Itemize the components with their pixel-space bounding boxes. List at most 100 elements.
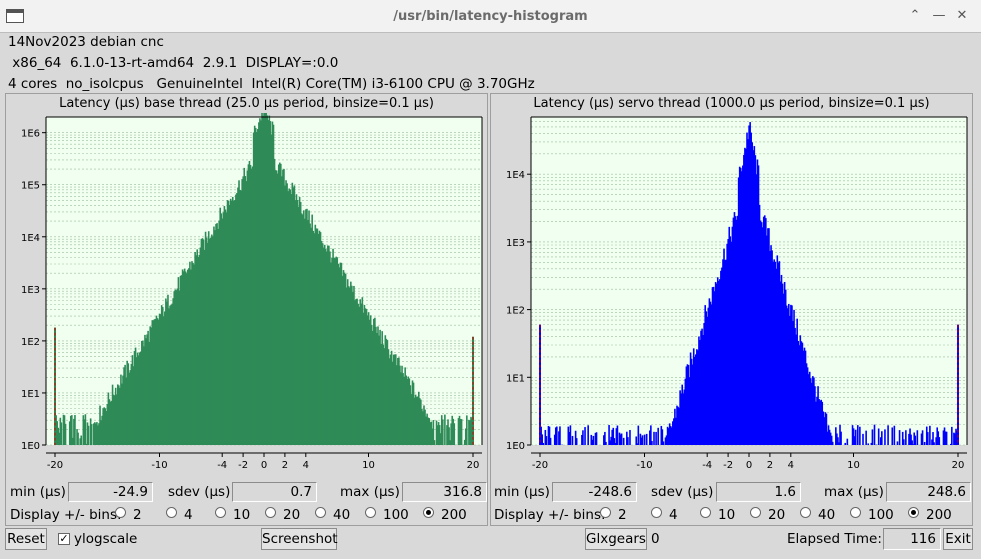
base-bar	[426, 414, 428, 445]
servo-bins-radio-200[interactable]	[908, 507, 919, 518]
glxgears-button[interactable]: Glxgears	[585, 528, 647, 550]
base-bar	[384, 335, 387, 445]
base-bar	[425, 416, 427, 445]
base-bar	[144, 334, 146, 445]
servo-bar	[739, 167, 742, 445]
servo-bar	[612, 427, 615, 445]
base-bins-radio-4[interactable]	[166, 507, 177, 518]
servo-bins-radio-4[interactable]	[651, 507, 662, 518]
servo-bar	[760, 222, 763, 445]
base-bar	[237, 187, 239, 446]
servo-bins-radio-40[interactable]	[800, 507, 811, 518]
base-bar	[137, 355, 140, 445]
base-bar	[156, 318, 159, 445]
window-icon[interactable]	[6, 9, 24, 23]
servo-bins-radio-2[interactable]	[600, 507, 611, 518]
servo-bar	[931, 439, 933, 445]
base-bar	[214, 230, 216, 445]
base-bar	[239, 189, 241, 445]
screenshot-button[interactable]: Screenshot	[261, 528, 338, 550]
base-bar	[229, 198, 232, 445]
base-bar	[460, 419, 463, 445]
base-bins-radio-40[interactable]	[315, 507, 326, 518]
base-bar	[225, 212, 228, 445]
base-bar	[243, 167, 246, 445]
base-bar	[251, 166, 254, 445]
servo-bar	[786, 308, 789, 445]
base-bar	[113, 395, 116, 445]
base-bars	[54, 113, 474, 446]
base-bins-radio-10[interactable]	[215, 507, 226, 518]
base-bar	[374, 317, 376, 445]
base-bar	[433, 440, 436, 445]
servo-bar	[761, 227, 764, 445]
servo-bar	[826, 431, 829, 445]
base-bar	[344, 273, 347, 445]
base-bins-radio-label-100: 100	[383, 507, 409, 523]
servo-bar	[683, 389, 686, 445]
base-bar	[148, 341, 150, 445]
base-bar	[177, 277, 180, 445]
reset-button[interactable]: Reset	[5, 528, 47, 550]
servo-bins-radio-label-100: 100	[868, 507, 894, 523]
base-min-label: min (µs)	[10, 484, 66, 500]
servo-bar	[727, 239, 729, 445]
base-bins-selector: Display +/- bins: 2 4 10 20 40 100 200	[6, 506, 487, 526]
base-bar	[423, 405, 425, 445]
minimize-icon[interactable]: —	[932, 8, 946, 23]
servo-bins-radio-100[interactable]	[850, 507, 861, 518]
servo-bar	[824, 412, 827, 445]
base-bar	[110, 400, 113, 445]
base-bar	[185, 273, 188, 445]
base-bins-radio-200[interactable]	[423, 507, 434, 518]
base-bar	[271, 121, 274, 446]
base-bar	[342, 270, 345, 445]
base-bar	[406, 378, 409, 445]
base-bar	[108, 399, 111, 445]
servo-bar	[685, 366, 688, 445]
base-bar	[129, 370, 132, 445]
base-bar	[168, 308, 170, 445]
servo-bar	[627, 437, 629, 445]
servo-bar	[910, 434, 912, 445]
base-bar	[157, 319, 160, 445]
servo-bar	[548, 426, 551, 445]
servo-bar	[865, 430, 867, 445]
base-bar	[145, 338, 147, 445]
servo-bar	[821, 401, 824, 445]
window-shade-icon[interactable]: ⌃	[909, 8, 921, 23]
base-bar	[122, 375, 124, 445]
base-bins-radio-label-40: 40	[333, 507, 351, 523]
servo-bar	[805, 363, 808, 445]
base-bar	[400, 372, 402, 445]
servo-bar	[767, 228, 769, 445]
servo-bar	[925, 426, 928, 445]
servo-bar	[608, 425, 610, 445]
base-bar	[224, 209, 227, 445]
base-bar	[420, 399, 422, 445]
servo-bar	[691, 364, 694, 445]
base-bins-radio-20[interactable]	[265, 507, 276, 518]
base-bar	[363, 304, 366, 445]
servo-stats-row: min (µs) -248.6 sdev (µs) 1.6 max (µs) 2…	[491, 482, 972, 504]
servo-bins-radio-20[interactable]	[750, 507, 761, 518]
base-bar	[380, 343, 382, 445]
servo-bar	[675, 417, 677, 445]
base-bar	[421, 408, 423, 445]
servo-bar	[766, 235, 768, 445]
glxgears-count: 0	[651, 531, 660, 547]
base-y-tick-label: 1E1	[21, 389, 40, 400]
exit-button[interactable]: Exit	[943, 528, 973, 550]
close-icon[interactable]: ✕	[956, 8, 968, 23]
base-bins-radio-2[interactable]	[115, 507, 126, 518]
servo-bar	[807, 374, 810, 445]
base-bar	[183, 268, 186, 445]
base-bins-radio-label-200: 200	[441, 507, 467, 523]
ylogscale-checkbox[interactable]: ✓	[58, 532, 70, 545]
base-bar	[213, 226, 215, 445]
base-bins-radio-100[interactable]	[365, 507, 376, 518]
base-bar	[221, 218, 224, 445]
base-bar	[79, 438, 81, 445]
servo-bins-radio-10[interactable]	[700, 507, 711, 518]
servo-bar	[782, 293, 785, 445]
